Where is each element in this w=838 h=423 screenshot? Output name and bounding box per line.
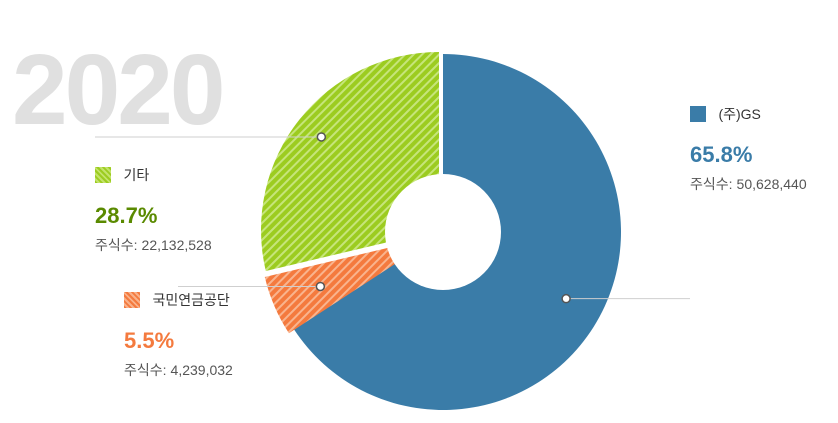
legend-gs-name: (주)GS: [718, 106, 761, 122]
other-swatch-icon: [95, 167, 111, 183]
legend-other-name: 기타: [123, 167, 150, 183]
legend-gs: (주)GS 65.8% 주식수: 50,628,440: [690, 104, 807, 194]
nps-swatch-icon: [124, 292, 140, 308]
leader-other-dot: [316, 132, 327, 142]
legend-other-shares: 주식수: 22,132,528: [95, 237, 212, 253]
donut-hole: [385, 174, 501, 290]
legend-gs-shares: 주식수: 50,628,440: [690, 176, 807, 192]
legend-nps-pct: 5.5%: [124, 328, 175, 353]
leader-gs-dot: [561, 293, 571, 304]
legend-gs-pct: 65.8%: [690, 142, 753, 167]
legend-nps-name: 국민연금공단: [152, 292, 230, 308]
legend-other-pct: 28.7%: [95, 203, 158, 228]
chart-year: 2020: [12, 34, 225, 146]
leader-nps-dot: [315, 281, 326, 292]
legend-nps-shares: 주식수: 4,239,032: [124, 362, 233, 378]
gs-swatch-icon: [690, 106, 706, 122]
legend-nps: 국민연금공단 5.5% 주식수: 4,239,032: [124, 290, 233, 380]
legend-other: 기타 28.7% 주식수: 22,132,528: [95, 165, 212, 255]
